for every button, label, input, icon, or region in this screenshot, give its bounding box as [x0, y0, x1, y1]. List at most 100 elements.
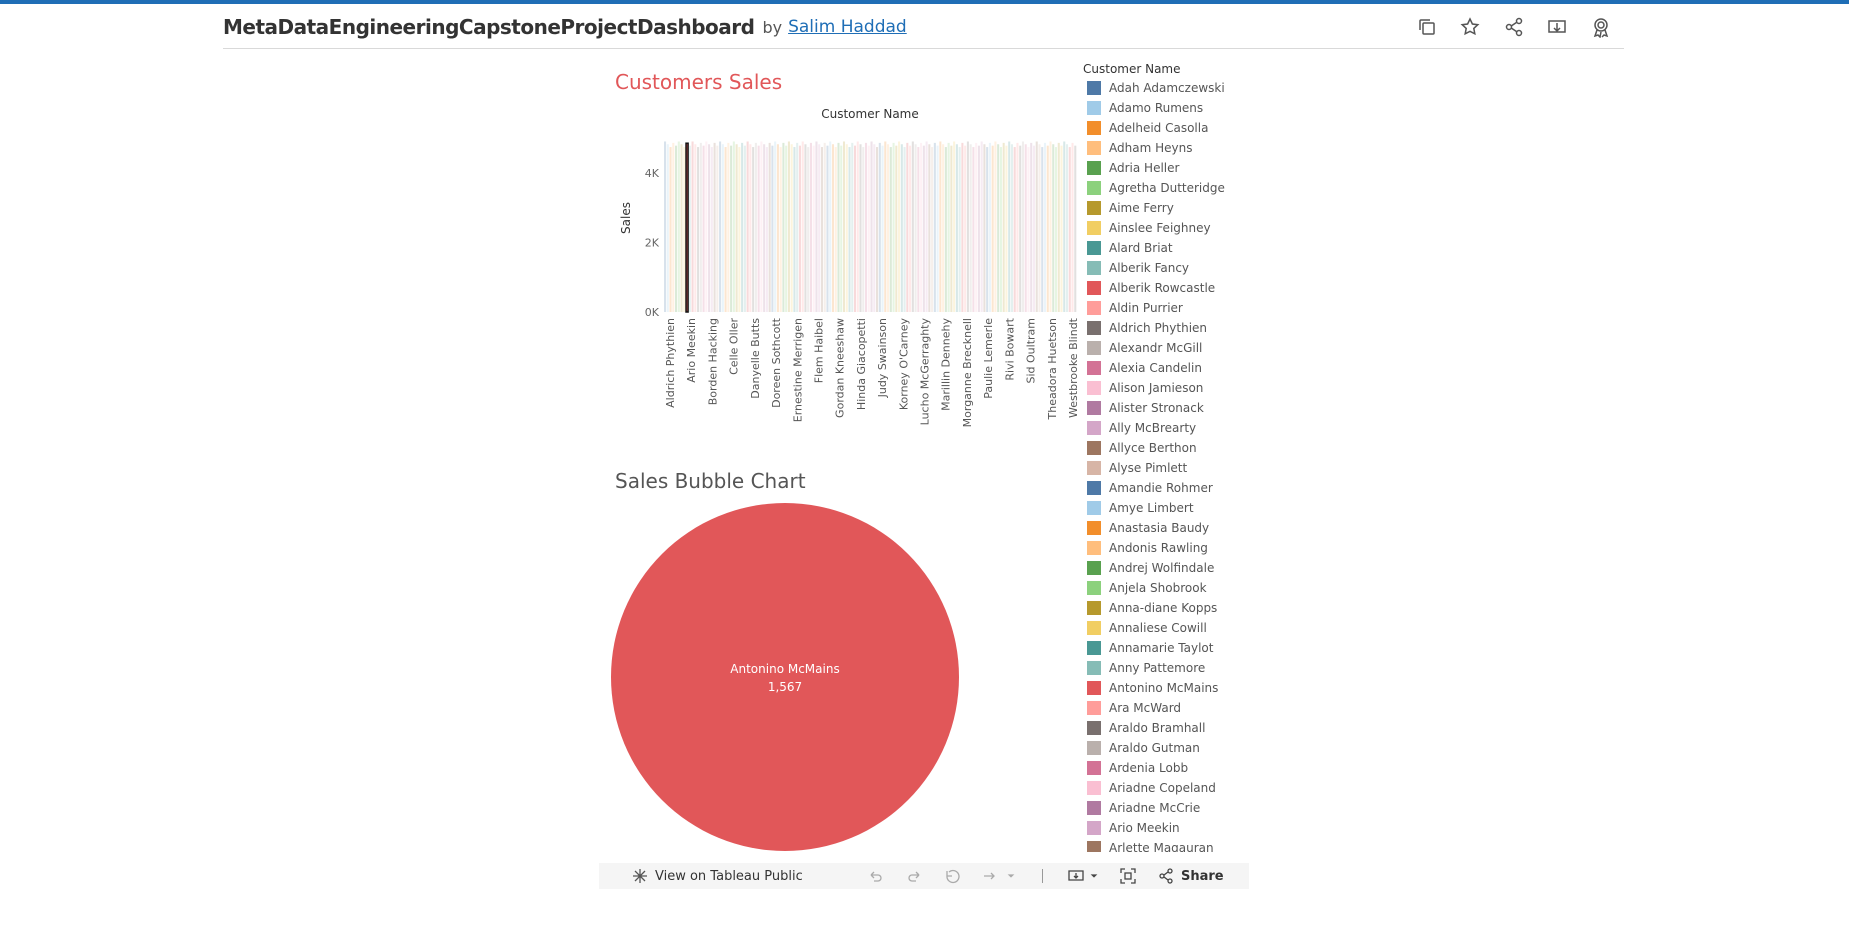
bar[interactable] — [898, 141, 901, 312]
revert-icon[interactable] — [944, 867, 962, 885]
bar[interactable] — [732, 141, 735, 312]
bar[interactable] — [1063, 141, 1066, 312]
bar[interactable] — [936, 145, 939, 312]
sales-bubble-chart[interactable]: Antonino McMains 1,567 — [610, 502, 960, 852]
bar[interactable] — [889, 147, 892, 312]
bar[interactable] — [1002, 142, 1005, 312]
bar[interactable] — [1054, 147, 1058, 312]
bar[interactable] — [669, 147, 672, 312]
bar[interactable] — [1027, 147, 1030, 312]
legend-item[interactable]: Adah Adamczewski — [1083, 78, 1263, 98]
fullscreen-icon[interactable] — [1119, 867, 1137, 885]
legend-item[interactable]: Aldin Purrier — [1083, 298, 1263, 318]
bar[interactable] — [807, 147, 810, 312]
bar[interactable] — [787, 141, 790, 312]
legend-item[interactable]: Alison Jamieson — [1083, 378, 1263, 398]
bar[interactable] — [994, 141, 997, 312]
bar[interactable] — [702, 145, 705, 312]
share-icon[interactable] — [1503, 16, 1525, 38]
bar[interactable] — [1068, 147, 1071, 312]
legend-item[interactable]: Anjela Shobrook — [1083, 578, 1263, 598]
bar[interactable] — [749, 144, 752, 312]
bar[interactable] — [862, 147, 865, 312]
bar[interactable] — [664, 141, 667, 312]
bar[interactable] — [1060, 145, 1063, 312]
bar[interactable] — [738, 147, 741, 312]
customers-sales-bar-chart[interactable]: Customer Name Sales 0K 2K 4K Aldrich Phyth… — [615, 100, 1085, 430]
bar[interactable] — [837, 142, 840, 312]
bar[interactable] — [969, 144, 972, 312]
badge-icon[interactable] — [1590, 16, 1612, 39]
legend-item[interactable]: Ardenia Lobb — [1083, 758, 1263, 778]
bar[interactable] — [999, 147, 1002, 312]
legend-item[interactable]: Adamo Rumens — [1083, 98, 1263, 118]
bar[interactable] — [1057, 142, 1060, 312]
bar[interactable] — [980, 141, 983, 312]
bar[interactable] — [958, 147, 961, 312]
bar[interactable] — [991, 145, 994, 312]
bar[interactable] — [1032, 145, 1036, 312]
bar[interactable] — [892, 142, 895, 312]
bar[interactable] — [730, 145, 733, 312]
bar[interactable] — [942, 144, 945, 312]
legend-item[interactable]: Annamarie Taylot — [1083, 638, 1263, 658]
legend-item[interactable]: Adelheid Casolla — [1083, 118, 1263, 138]
legend-item[interactable]: Alberik Rowcastle — [1083, 278, 1263, 298]
bar[interactable] — [694, 144, 697, 312]
bar[interactable] — [853, 145, 857, 312]
bar[interactable] — [842, 141, 846, 312]
bar[interactable] — [909, 145, 912, 312]
legend-item[interactable]: Araldo Gutman — [1083, 738, 1263, 758]
bar[interactable] — [741, 142, 744, 312]
bar[interactable] — [840, 145, 843, 312]
bar[interactable] — [672, 142, 675, 312]
bar[interactable] — [688, 145, 691, 312]
legend-item[interactable]: Adham Heyns — [1083, 138, 1263, 158]
star-icon[interactable] — [1459, 16, 1481, 38]
bar[interactable] — [1008, 141, 1011, 312]
bar[interactable] — [1005, 145, 1008, 312]
bar[interactable] — [763, 144, 766, 312]
bar[interactable] — [903, 147, 906, 312]
bar[interactable] — [752, 147, 755, 312]
legend-item[interactable]: Alexandr McGill — [1083, 338, 1263, 358]
share-button[interactable]: Share — [1157, 867, 1224, 885]
bar[interactable] — [864, 142, 868, 312]
bar[interactable] — [950, 145, 953, 312]
bar[interactable] — [823, 142, 826, 312]
bar[interactable] — [820, 147, 823, 312]
legend-item[interactable]: Alberik Fancy — [1083, 258, 1263, 278]
bar[interactable] — [760, 141, 763, 312]
bar[interactable] — [754, 142, 757, 312]
bar[interactable] — [1035, 141, 1038, 312]
bar[interactable] — [876, 147, 879, 312]
undo-icon[interactable] — [866, 867, 884, 885]
bar[interactable] — [939, 141, 942, 312]
bar[interactable] — [677, 141, 680, 312]
bar[interactable] — [779, 147, 782, 312]
bar[interactable] — [757, 145, 760, 312]
bar[interactable] — [812, 145, 815, 312]
refresh-dropdown-icon[interactable] — [982, 867, 1016, 885]
bar[interactable] — [1049, 141, 1052, 312]
bar[interactable] — [977, 145, 980, 312]
legend-item[interactable]: Ally McBrearty — [1083, 418, 1263, 438]
bar[interactable] — [917, 147, 920, 312]
bar[interactable] — [1021, 141, 1024, 312]
legend-item[interactable]: Alyse Pimlett — [1083, 458, 1263, 478]
highlighted-bar[interactable] — [685, 142, 689, 313]
bar[interactable] — [972, 147, 975, 312]
bar[interactable] — [1065, 144, 1069, 312]
bar[interactable] — [911, 141, 914, 312]
bar[interactable] — [785, 145, 788, 312]
bar[interactable] — [944, 147, 947, 312]
download-dropdown-icon[interactable] — [1067, 867, 1099, 885]
bar[interactable] — [1024, 144, 1027, 312]
bar[interactable] — [804, 144, 807, 312]
legend-item[interactable]: Adria Heller — [1083, 158, 1263, 178]
bubble[interactable] — [611, 503, 959, 851]
bar[interactable] — [708, 144, 711, 312]
bar[interactable] — [884, 141, 887, 312]
bar[interactable] — [983, 144, 986, 312]
legend-item[interactable]: Anny Pattemore — [1083, 658, 1263, 678]
